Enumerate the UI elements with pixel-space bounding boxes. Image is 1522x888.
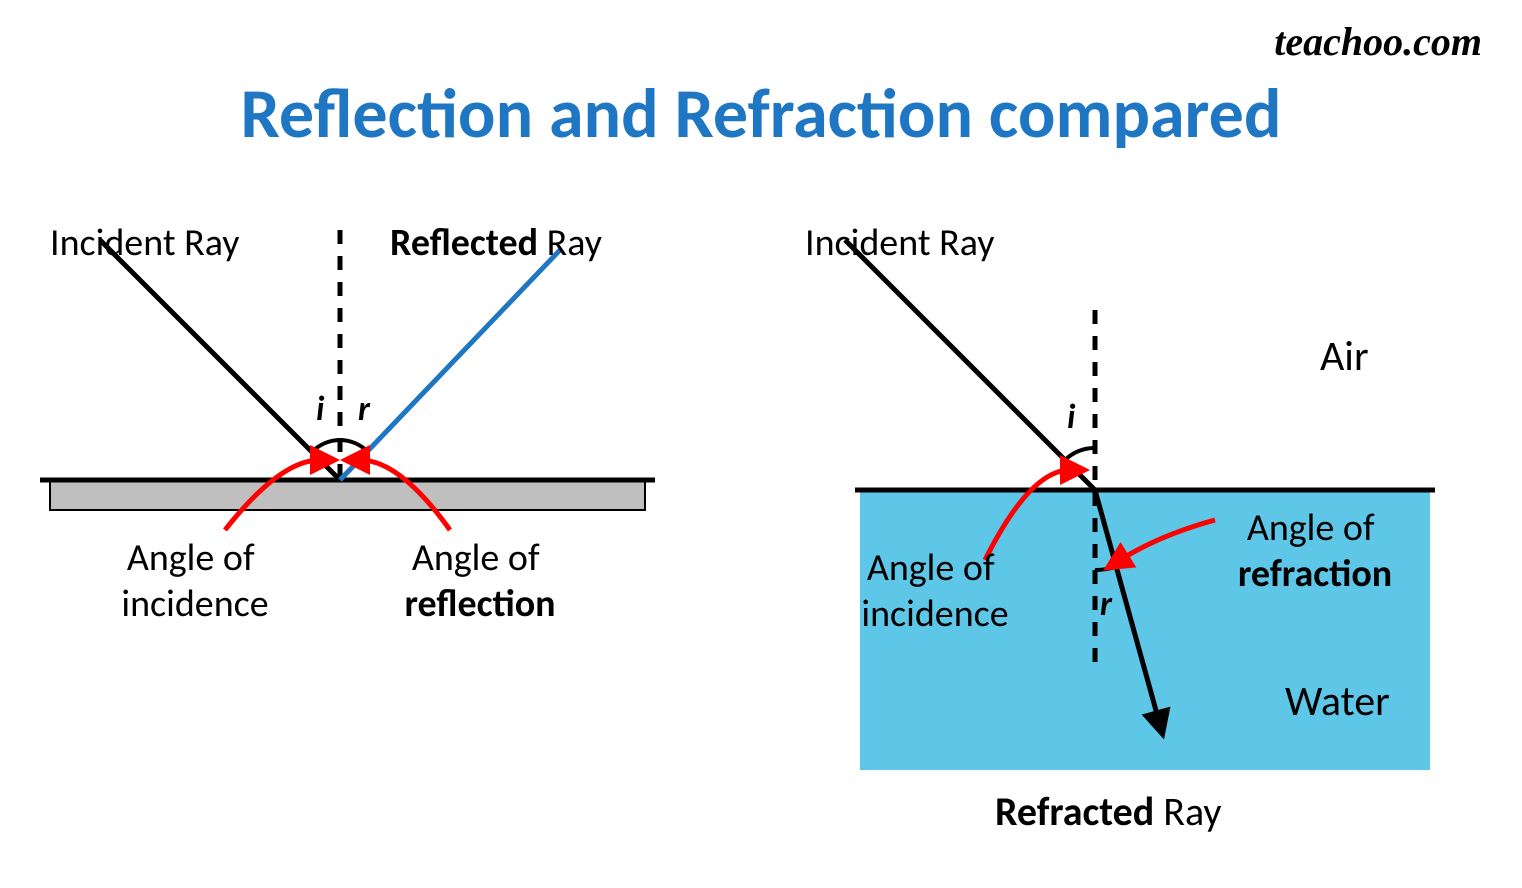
angle-i-symbol-right: i	[1067, 397, 1076, 438]
refraction-diagram: i r Incident Ray Air Water Angle of inci…	[760, 200, 1480, 880]
angle-r-symbol-left: r	[358, 389, 371, 430]
page-title: Reflection and Refraction compared	[0, 70, 1522, 156]
watermark: teachoo.com	[1274, 18, 1482, 65]
reflected-ray	[340, 250, 560, 480]
reflection-diagram: i r Incident Ray Reflected Ray Angle of …	[20, 200, 720, 880]
diagram-area: i r Incident Ray Reflected Ray Angle of …	[0, 200, 1522, 880]
angle-i-symbol-left: i	[316, 389, 325, 430]
angle-r-arc-left	[340, 440, 368, 452]
angle-i-arc-right	[1065, 448, 1095, 460]
incident-ray-left	[100, 240, 340, 480]
angle-incidence-label-right: Angle of incidence	[861, 545, 1008, 637]
refracted-ray-label: Refracted Ray	[995, 787, 1222, 836]
mirror-surface	[50, 480, 645, 510]
angle-i-arc-left	[312, 440, 340, 452]
air-label: Air	[1320, 331, 1369, 382]
water-label: Water	[1285, 676, 1390, 727]
incident-ray-label-right: Incident Ray	[805, 220, 994, 266]
reflected-ray-label: Reflected Ray	[390, 220, 602, 266]
angle-r-symbol-right: r	[1100, 584, 1113, 625]
angle-reflection-label-left: Angle of reflection	[404, 535, 555, 627]
incident-ray-label-left: Incident Ray	[50, 220, 239, 266]
angle-refraction-label-right: Angle of refraction	[1238, 505, 1392, 597]
angle-incidence-label-left: Angle of incidence	[121, 535, 268, 627]
incident-ray-right	[845, 240, 1095, 490]
